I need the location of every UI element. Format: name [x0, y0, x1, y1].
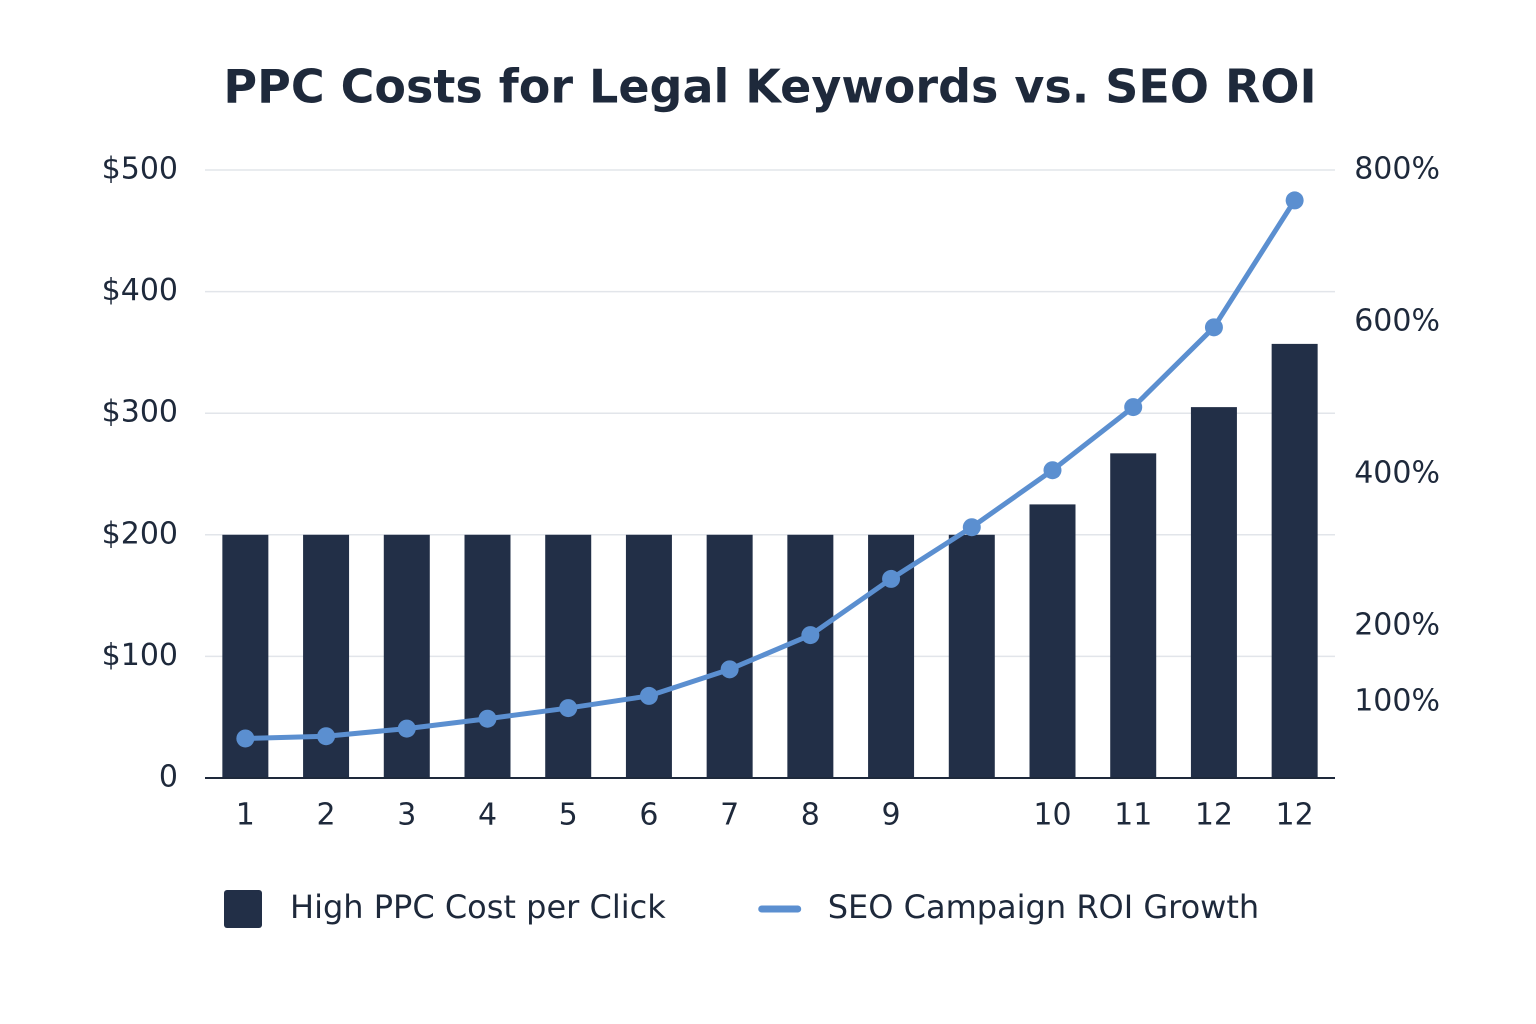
y-tick-label: $300	[102, 395, 178, 430]
legend-label: SEO Campaign ROI Growth	[828, 888, 1259, 926]
y2-tick-label: 200%	[1354, 608, 1440, 643]
legend-swatch	[224, 890, 262, 928]
x-tick-label: 8	[801, 798, 820, 833]
line-point	[1204, 318, 1223, 337]
x-tick-label: 12	[1195, 798, 1233, 833]
y-tick-label: $200	[102, 516, 178, 551]
y2-tick-label: 100%	[1354, 684, 1440, 719]
x-tick-label: 10	[1033, 798, 1071, 833]
line-point	[720, 660, 739, 679]
line-point	[559, 699, 578, 718]
line-point	[882, 569, 901, 588]
bar	[464, 534, 511, 778]
chart-title: PPC Costs for Legal Keywords vs. SEO ROI	[223, 60, 1316, 114]
bar	[1110, 453, 1157, 778]
bar	[383, 534, 430, 778]
x-tick-label: 2	[317, 798, 336, 833]
line-point	[962, 518, 981, 537]
y-tick-label: $400	[102, 273, 178, 308]
line-point	[1043, 461, 1062, 480]
bar	[625, 534, 672, 778]
line-point	[801, 626, 820, 645]
bar	[545, 534, 592, 778]
bar	[1271, 343, 1318, 778]
y-tick-label: $100	[102, 638, 178, 673]
x-tick-label: 12	[1276, 798, 1314, 833]
x-tick-label: 5	[559, 798, 578, 833]
x-tick-label: 7	[720, 798, 739, 833]
bar	[787, 534, 834, 778]
line-point	[1124, 398, 1143, 417]
line	[245, 199, 1297, 741]
bar	[948, 534, 995, 778]
line-point	[639, 686, 658, 705]
legend-label: High PPC Cost per Click	[290, 888, 666, 926]
bar	[706, 534, 753, 778]
line-point	[397, 719, 416, 738]
x-tick-label: 4	[478, 798, 497, 833]
bar	[1190, 407, 1237, 778]
line-point	[236, 729, 255, 748]
x-tick-label: 11	[1114, 798, 1152, 833]
y-tick-label: 0	[159, 760, 178, 795]
line-point	[317, 727, 336, 746]
x-tick-label: 9	[882, 798, 901, 833]
y2-tick-label: 400%	[1354, 456, 1440, 491]
bar	[1029, 504, 1076, 778]
x-tick-label: 1	[236, 798, 255, 833]
y2-tick-label: 800%	[1354, 152, 1440, 187]
x-tick-label: 6	[639, 798, 658, 833]
x-tick-label: 3	[397, 798, 416, 833]
y-tick-label: $500	[102, 152, 178, 187]
y2-tick-label: 600%	[1354, 304, 1440, 339]
line-point	[1285, 191, 1304, 210]
line-point	[478, 709, 497, 728]
